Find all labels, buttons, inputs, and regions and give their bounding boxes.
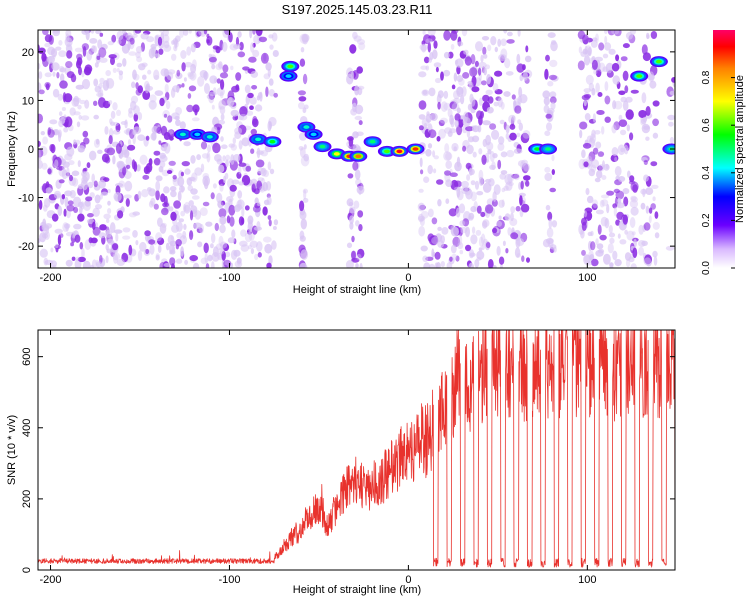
heatmap-feature-20 — [649, 56, 668, 68]
colorbar-tick-label: 0.8 — [701, 70, 712, 84]
snr-y-tick-label: 600 — [21, 347, 33, 365]
colorbar-tick-label: 0.2 — [701, 213, 712, 227]
heatmap-feature-18 — [539, 143, 557, 155]
heatmap-feature-9 — [313, 141, 332, 153]
snr-y-axis-label: SNR (10 * v/v) — [6, 415, 18, 485]
heatmap-y-axis-label: Frequency (Hz) — [6, 111, 18, 187]
heatmap-feature-16 — [406, 143, 425, 155]
colorbar-tick-label: 0.6 — [701, 118, 712, 132]
snr-plot-frame — [37, 329, 676, 571]
heatmap-feature-0 — [173, 128, 192, 140]
heatmap-y-tick-label: 0 — [28, 144, 34, 156]
snr-x-tick-label: 0 — [405, 574, 411, 586]
heatmap-feature-12 — [349, 150, 368, 162]
heatmap-feature-5 — [281, 60, 300, 72]
heatmap-feature-7 — [297, 121, 316, 133]
snr-y-tick-label: 200 — [21, 490, 33, 508]
heatmap-y-tick-label: 10 — [22, 95, 34, 107]
heatmap-feature-19 — [630, 70, 649, 82]
heatmap-feature-3 — [249, 133, 268, 145]
colorbar: 0.0 0.2 0.4 0.6 0.8 Normalized spectral ampl… — [701, 30, 746, 275]
snr-x-tick-label: -200 — [40, 574, 62, 586]
heatmap-y-tick-label: -20 — [18, 241, 34, 253]
heatmap-feature-2 — [200, 131, 219, 143]
heatmap-feature-6 — [279, 70, 298, 82]
heatmap-x-tick-label: -100 — [218, 272, 240, 284]
heatmap-feature-15 — [390, 145, 409, 157]
heatmap-feature-13 — [363, 136, 382, 148]
snr-y-tick-label: 0 — [21, 567, 33, 573]
snr-plot-background — [38, 330, 675, 570]
heatmap-noise-texture — [38, 30, 675, 268]
snr-series-line — [38, 330, 675, 568]
heatmap-x-tick-label: 0 — [405, 272, 411, 284]
chart-title: S197.2025.145.03.23.R11 — [282, 2, 433, 17]
heatmap-feature-8 — [304, 128, 323, 140]
heatmap-y-tick-label: 20 — [22, 47, 34, 59]
snr-x-tick-label: -100 — [218, 574, 240, 586]
snr-y-tick-label: 400 — [21, 419, 33, 437]
heatmap-y-tick-label: -10 — [18, 193, 34, 205]
heatmap-x-axis-label: Height of straight line (km) — [293, 284, 421, 296]
heatmap-x-tick-label: -200 — [40, 272, 62, 284]
snr-panel: -200 -100 0 100 0 200 400 600 Height of straigh… — [6, 329, 676, 596]
colorbar-tick-label: 0.0 — [701, 261, 712, 275]
heatmap-feature-21 — [662, 143, 675, 155]
heatmap-feature-14 — [377, 145, 396, 157]
heatmap-feature-1 — [188, 128, 207, 140]
snr-x-axis-label: Height of straight line (km) — [293, 584, 421, 596]
colorbar-scale — [713, 30, 735, 268]
heatmap-x-tick-label: 100 — [578, 272, 596, 284]
colorbar-tick-label: 0.4 — [701, 165, 712, 179]
colorbar-label: Normalized spectral amplitude — [734, 75, 746, 223]
snr-x-tick-label: 100 — [578, 574, 596, 586]
heatmap-feature-4 — [263, 136, 282, 148]
